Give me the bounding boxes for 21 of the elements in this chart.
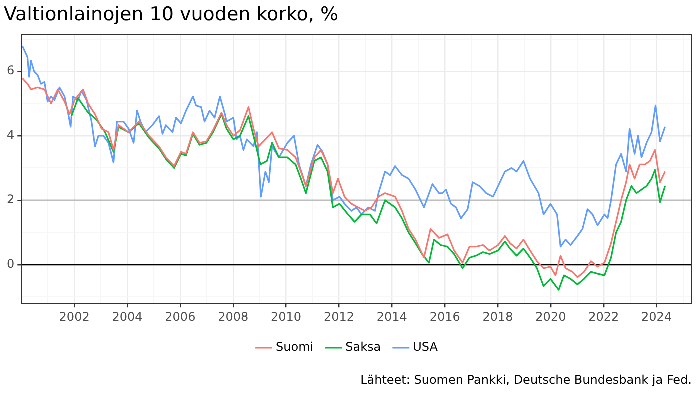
x-tick-label: 2020	[536, 310, 566, 324]
x-tick-label: 2024	[642, 310, 672, 324]
x-tick-label: 2004	[112, 310, 143, 324]
legend-label: USA	[413, 340, 439, 354]
chart-title: Valtionlainojen 10 vuoden korko, %	[4, 3, 339, 26]
x-tick-label: 2010	[271, 310, 302, 324]
x-tick-label: 2022	[588, 310, 620, 324]
x-tick-label: 2012	[324, 310, 354, 324]
x-tick-label: 2016	[430, 310, 460, 324]
legend-label: Saksa	[346, 340, 382, 354]
x-tick-label: 2018	[482, 310, 514, 324]
y-tick-label: 4	[6, 128, 15, 142]
text: Lähteet: Suomen Pankki, Deutsche Bundesbank ja Fed.	[360, 373, 692, 387]
legend-label: Suomi	[276, 340, 314, 354]
x-tick-label: 2014	[376, 310, 408, 324]
y-tick-label: 2	[6, 192, 15, 207]
y-tick-label: 0	[6, 257, 15, 272]
x-tick-label: 2008	[218, 310, 249, 324]
x-tick-label: 2002	[59, 310, 90, 324]
x-tick-label: 2006	[165, 310, 196, 324]
y-tick-label: 6	[6, 64, 15, 78]
